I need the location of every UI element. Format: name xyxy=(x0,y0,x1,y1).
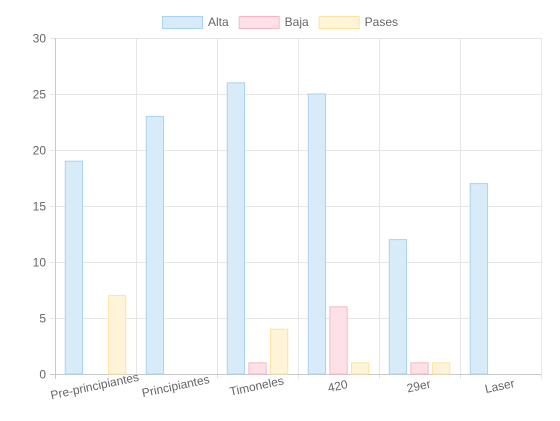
y-tick-label: 25 xyxy=(33,88,47,102)
legend-item-baja[interactable]: Baja xyxy=(238,15,309,29)
bar-pases-3[interactable] xyxy=(350,362,370,375)
x-tick-label: 420 xyxy=(326,377,349,395)
y-tick-label: 30 xyxy=(33,32,47,46)
legend-label: Alta xyxy=(208,15,229,29)
x-tick-label: 29er xyxy=(405,377,431,396)
legend-swatch xyxy=(318,16,360,29)
bar-alta-5[interactable] xyxy=(469,183,489,375)
bar-pases-0[interactable] xyxy=(107,295,127,375)
bar-baja-2[interactable] xyxy=(248,362,267,375)
bar-pases-2[interactable] xyxy=(269,328,289,375)
legend-item-pases[interactable]: Pases xyxy=(318,15,398,29)
grid-lines xyxy=(50,38,542,379)
bar-baja-3[interactable] xyxy=(329,306,348,375)
y-tick-label: 0 xyxy=(39,368,46,382)
legend-swatch xyxy=(161,16,203,29)
y-tick-label: 20 xyxy=(33,144,47,158)
legend-swatch xyxy=(238,16,280,29)
bar-alta-1[interactable] xyxy=(145,115,165,375)
x-tick-label: Timoneles xyxy=(228,374,285,399)
y-tick-label: 5 xyxy=(39,312,46,326)
bar-alta-4[interactable] xyxy=(388,239,408,375)
y-tick-label: 15 xyxy=(33,200,47,214)
axes xyxy=(50,38,541,379)
bar-alta-2[interactable] xyxy=(226,82,246,375)
bar-alta-3[interactable] xyxy=(307,93,327,375)
legend-item-alta[interactable]: Alta xyxy=(161,15,229,29)
legend-label: Baja xyxy=(285,15,309,29)
y-tick-labels: 0 5 10 15 20 25 30 xyxy=(33,32,47,382)
bar-baja-4[interactable] xyxy=(410,362,429,375)
bar-pases-4[interactable] xyxy=(431,362,451,375)
y-tick-label: 10 xyxy=(33,256,47,270)
bar-alta-0[interactable] xyxy=(64,160,84,375)
x-tick-label: Laser xyxy=(484,376,516,396)
bars xyxy=(64,82,489,375)
x-tick-label: Principiantes xyxy=(141,372,211,400)
legend: Alta Baja Pases xyxy=(161,15,398,29)
legend-label: Pases xyxy=(365,15,398,29)
